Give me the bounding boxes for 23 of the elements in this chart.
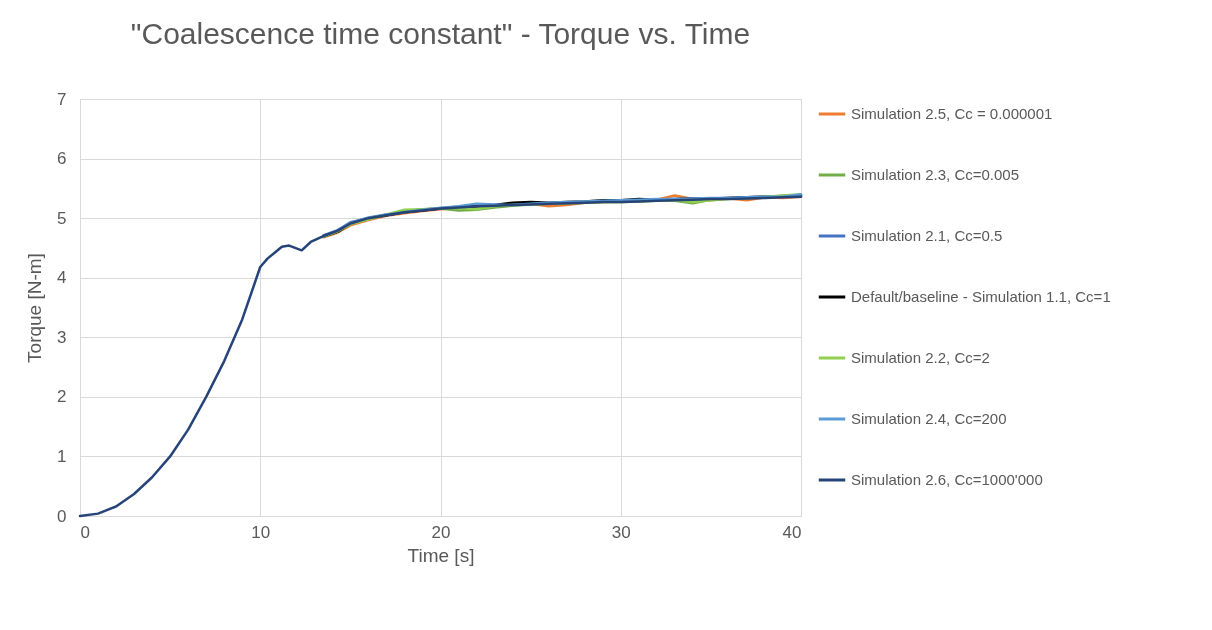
legend-label: Simulation 2.3, Cc=0.005 (851, 166, 1020, 183)
x-tick-label: 0 (80, 522, 90, 542)
y-tick-label: 7 (57, 89, 67, 109)
y-tick-label: 0 (57, 506, 67, 526)
legend-label: Simulation 2.4, Cc=200 (851, 410, 1007, 427)
x-tick-label: 30 (611, 522, 631, 542)
x-tick-label: 40 (782, 522, 802, 542)
x-tick-label: 10 (251, 522, 271, 542)
legend-label: Simulation 2.1, Cc=0.5 (851, 227, 1003, 244)
y-tick-label: 1 (57, 446, 67, 466)
legend-label: Simulation 2.5, Cc = 0.000001 (851, 105, 1053, 122)
x-tick-label: 20 (431, 522, 451, 542)
legend-label: Simulation 2.2, Cc=2 (851, 349, 990, 366)
x-axis-title: Time [s] (407, 544, 475, 566)
y-tick-label: 6 (57, 149, 67, 169)
y-tick-label: 3 (57, 327, 67, 347)
chart-title: "Coalescence time constant" - Torque vs. Time (130, 17, 751, 50)
legend-label: Simulation 2.6, Cc=1000'000 (851, 471, 1043, 488)
y-tick-label: 4 (57, 268, 67, 288)
y-axis-title: Torque [N-m] (24, 253, 46, 363)
y-tick-label: 5 (57, 208, 67, 228)
legend-label: Default/baseline - Simulation 1.1, Cc=1 (851, 288, 1111, 305)
y-tick-label: 2 (57, 387, 67, 407)
